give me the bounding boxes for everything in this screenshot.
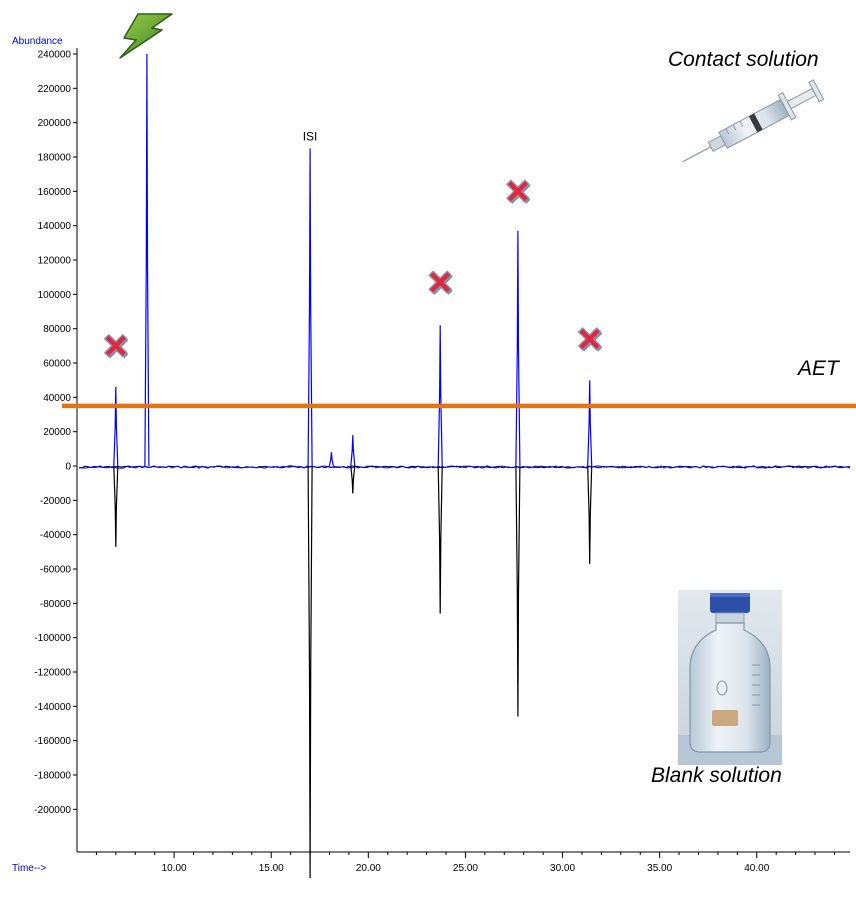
y-tick-label: -20000 (40, 496, 72, 507)
x-tick-label: 25.00 (453, 863, 478, 874)
blank-solution-label: Blank solution (651, 764, 782, 787)
x-tick-label: 10.00 (162, 863, 187, 874)
x-tick-label: 35.00 (647, 863, 672, 874)
y-tick-label: -60000 (40, 565, 72, 576)
aet-label: AET (796, 357, 841, 380)
y-tick-label: -120000 (34, 668, 71, 679)
y-tick-label: 220000 (38, 84, 72, 95)
x-tick-label: 30.00 (550, 863, 575, 874)
x-axis-title: Time--> (12, 863, 47, 874)
x-tick-label: 40.00 (744, 863, 769, 874)
y-tick-label: 180000 (38, 153, 72, 164)
blank-series-peaks (113, 465, 593, 879)
x-tick-label: 15.00 (259, 863, 284, 874)
red-x-shape (428, 270, 452, 294)
contact-solution-label: Contact solution (668, 48, 819, 71)
peak-labels: ISI (303, 129, 318, 143)
chromatogram-peak (515, 465, 521, 717)
red-x-icon (506, 179, 531, 204)
chromatogram-peak (587, 380, 593, 467)
chromatogram-peak (350, 465, 356, 494)
chromatogram-peak (113, 386, 119, 467)
chromatogram-peak (307, 465, 313, 879)
y-tick-label: 240000 (38, 50, 72, 61)
syringe-icon (682, 79, 825, 163)
red-x-icon (428, 270, 453, 295)
y-tick-label: -200000 (34, 805, 71, 816)
y-tick-label: -180000 (34, 771, 71, 782)
y-tick-label: 60000 (43, 359, 71, 370)
chromatogram-peak (113, 465, 119, 547)
y-tick-label: -80000 (40, 599, 72, 610)
x-tick-label: 20.00 (356, 863, 381, 874)
chromatogram-peak (437, 465, 443, 614)
y-tick-label: -40000 (40, 530, 72, 541)
red-x-icon (104, 334, 129, 359)
chromatogram-peak (587, 465, 593, 564)
red-x-shape (506, 179, 530, 204)
red-x-icon (578, 327, 603, 352)
chromatogram-peak (307, 148, 313, 467)
y-tick-label: 80000 (43, 324, 71, 335)
minor-x-ticks (95, 852, 835, 855)
chromatogram-peak (328, 452, 334, 467)
y-tick-label: 20000 (43, 427, 71, 438)
red-x-shape (578, 327, 602, 351)
y-tick-label: 200000 (38, 118, 72, 129)
y-axis-title: Abundance (12, 36, 63, 47)
axes (76, 48, 850, 853)
y-tick-label: 120000 (38, 256, 72, 267)
chromatogram-peak (515, 230, 521, 467)
y-tick-label: 100000 (38, 290, 72, 301)
x-ticks: 10.00 15.00 20.00 25.00 30.00 35.00 40.00 (162, 852, 770, 874)
y-tick-label: 0 (65, 462, 71, 473)
y-tick-label: -100000 (34, 633, 71, 644)
y-tick-label: -140000 (34, 702, 71, 713)
y-tick-label: 140000 (38, 221, 72, 232)
lab-bottle-icon (678, 590, 782, 765)
chromatogram-peak (144, 53, 150, 467)
y-tick-label: 160000 (38, 187, 72, 198)
contact-series-peaks (113, 53, 593, 467)
chromatogram-peak (350, 435, 356, 467)
peak-label-isi: ISI (303, 129, 318, 143)
contact-series-baseline (78, 465, 851, 469)
lightning-bolt-icon (119, 13, 173, 59)
red-x-shape (104, 334, 128, 358)
y-tick-label: 40000 (43, 393, 71, 404)
excluded-peak-markers (104, 179, 603, 359)
y-tick-label: -160000 (34, 736, 71, 747)
chromatogram-peak (437, 325, 443, 467)
y-ticks: 2400002200002000001800001600001400001200… (34, 50, 77, 816)
